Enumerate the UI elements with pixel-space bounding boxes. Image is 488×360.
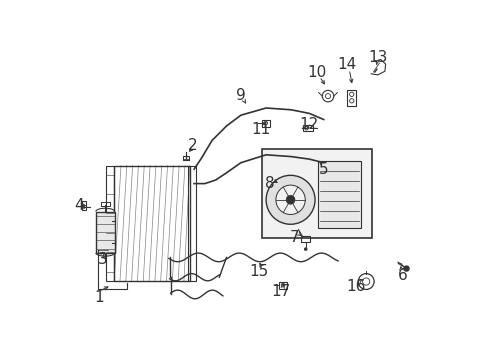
Circle shape	[303, 247, 307, 251]
Bar	[101, 202, 109, 206]
Bar	[301, 236, 309, 242]
Circle shape	[265, 175, 314, 224]
Text: 5: 5	[318, 162, 328, 177]
Text: 4: 4	[74, 198, 83, 213]
Text: 15: 15	[249, 264, 268, 279]
Bar	[114, 166, 189, 281]
Text: 7: 7	[289, 230, 299, 245]
Text: 1: 1	[94, 289, 103, 305]
Bar	[302, 125, 312, 131]
Bar	[261, 149, 371, 238]
Text: 11: 11	[250, 122, 270, 137]
Text: 13: 13	[367, 50, 386, 65]
Text: 14: 14	[337, 57, 356, 72]
Bar	[261, 120, 269, 127]
Text: 16: 16	[346, 279, 365, 294]
Circle shape	[285, 195, 294, 204]
Bar	[279, 282, 286, 289]
Circle shape	[275, 185, 305, 215]
Text: 12: 12	[299, 117, 318, 132]
Bar	[81, 201, 86, 210]
Text: 8: 8	[264, 176, 274, 191]
Text: 2: 2	[187, 138, 197, 153]
Bar	[183, 156, 189, 160]
Bar	[187, 166, 196, 281]
Text: 3: 3	[97, 252, 107, 267]
Text: 6: 6	[397, 268, 407, 283]
Circle shape	[403, 266, 408, 271]
Text: 17: 17	[270, 284, 289, 299]
Bar	[318, 161, 360, 228]
Bar	[106, 166, 114, 281]
Text: 10: 10	[306, 64, 325, 80]
Bar	[347, 90, 355, 106]
Text: 9: 9	[236, 88, 245, 103]
Bar	[96, 212, 114, 253]
